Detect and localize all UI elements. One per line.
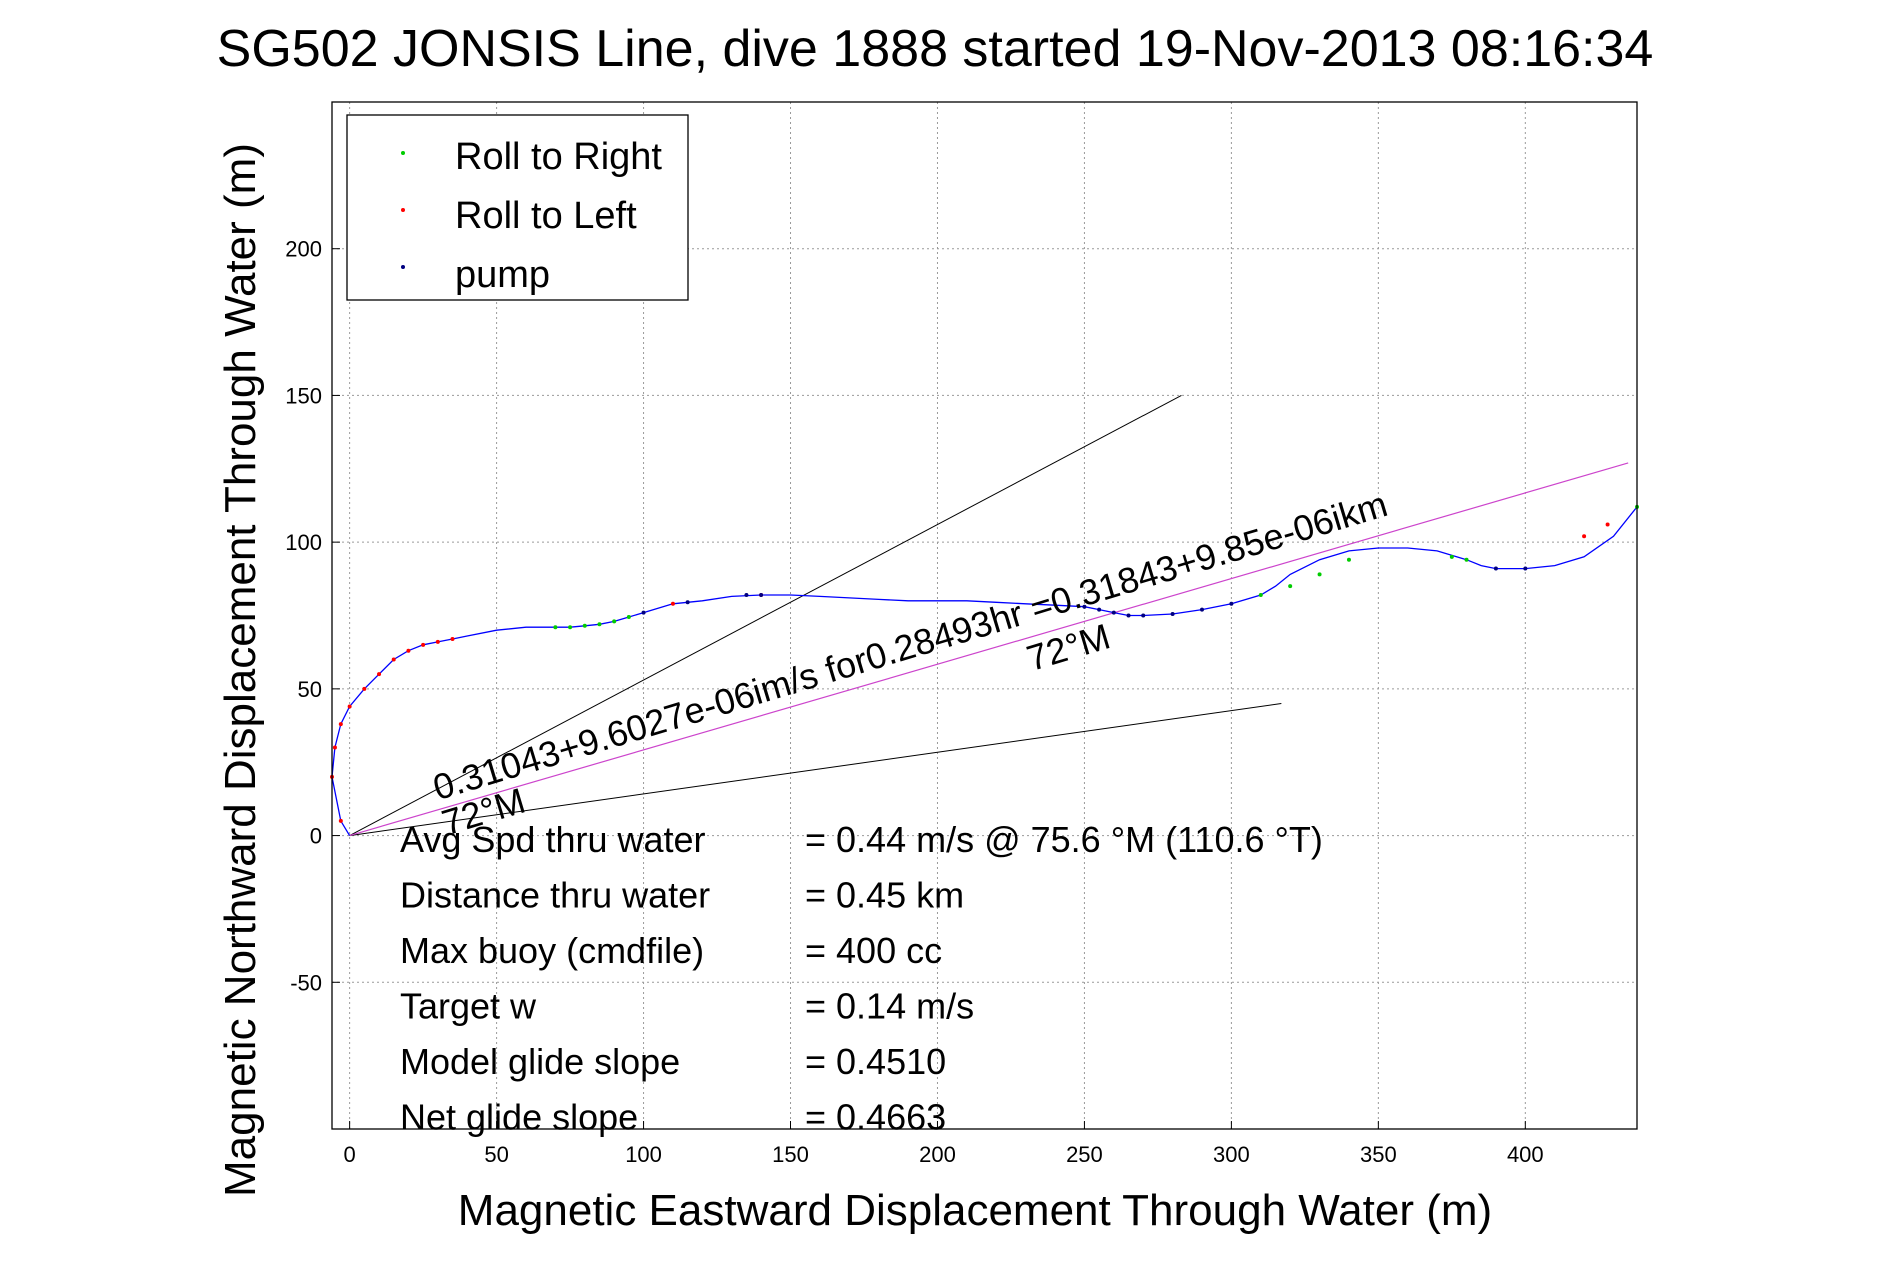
- y-tick-label: -50: [290, 970, 322, 995]
- fit-line-group: [349, 462, 1629, 837]
- x-tick-label: 50: [484, 1142, 508, 1167]
- roll-left-point: [406, 648, 411, 653]
- marker-points: [330, 504, 1639, 823]
- roll-left-point: [450, 636, 455, 641]
- stat-value: = 0.4510: [805, 1041, 946, 1082]
- stat-label: Net glide slope: [400, 1097, 638, 1138]
- x-tick-label: 0: [344, 1142, 356, 1167]
- roll-right-point: [1464, 557, 1469, 562]
- dive-stats: Avg Spd thru water = 0.44 m/s @ 75.6 °M (…: [400, 819, 1323, 1138]
- pump-point: [1097, 607, 1102, 612]
- y-tick-labels: -50 0 50 100 150 200: [285, 237, 322, 996]
- x-tick-label: 400: [1507, 1142, 1544, 1167]
- roll-left-point: [362, 686, 367, 691]
- pump-point: [759, 592, 764, 597]
- legend-box: [346, 114, 689, 301]
- heading-wedge-lines: [349, 394, 1282, 837]
- stat-value: = 0.4663: [805, 1097, 946, 1138]
- pump-point: [1126, 613, 1131, 618]
- pump-point: [744, 592, 749, 597]
- wedge-line: [349, 394, 1182, 837]
- roll-right-point: [1288, 584, 1293, 589]
- legend-label-pump: pump: [455, 254, 550, 296]
- y-axis-label: Magnetic Northward Displacement Through …: [216, 143, 265, 1197]
- stat-value: = 400 cc: [805, 930, 942, 971]
- y-tick-label: 0: [310, 824, 322, 849]
- roll-left-point: [421, 642, 426, 647]
- y-tick-label: 200: [285, 237, 322, 262]
- legend: Roll to Right Roll to Left pump: [346, 114, 689, 301]
- x-tick-labels: 0 50 100 150 200 250 300 350 400: [344, 1142, 1544, 1167]
- pump-point: [1111, 610, 1116, 615]
- legend-marker-pump: [401, 265, 405, 269]
- pump-point: [1200, 607, 1204, 612]
- stat-label: Avg Spd thru water: [400, 819, 706, 860]
- roll-right-point: [597, 622, 602, 627]
- roll-left-point: [670, 601, 675, 606]
- roll-left-point: [391, 657, 396, 662]
- roll-right-point: [553, 625, 558, 630]
- pump-point: [1493, 566, 1498, 571]
- pump-point: [641, 610, 646, 615]
- stat-value: = 0.44 m/s @ 75.6 °M (110.6 °T): [805, 819, 1323, 860]
- roll-right-point: [1258, 592, 1263, 597]
- roll-right-point: [1346, 557, 1351, 562]
- roll-right-point: [612, 619, 617, 624]
- fit-line: [349, 462, 1629, 837]
- roll-right-point: [568, 625, 573, 630]
- roll-left-point: [435, 639, 440, 644]
- stat-value: = 0.45 km: [805, 875, 964, 916]
- stat-label: Max buoy (cmdfile): [400, 930, 704, 971]
- x-tick-label: 100: [625, 1142, 662, 1167]
- x-tick-label: 350: [1360, 1142, 1397, 1167]
- x-axis-label: Magnetic Eastward Displacement Through W…: [458, 1186, 1492, 1235]
- axes-frame: [331, 101, 1638, 1130]
- roll-left-point: [347, 704, 352, 709]
- legend-marker-roll-left: [401, 208, 405, 212]
- stat-value: = 0.14 m/s: [805, 986, 974, 1027]
- roll-left-point: [377, 672, 382, 677]
- chart-title: SG502 JONSIS Line, dive 1888 started 19-…: [217, 20, 1654, 78]
- stat-label: Target w: [400, 986, 537, 1027]
- roll-left-point: [338, 818, 343, 823]
- legend-label-roll-right: Roll to Right: [455, 136, 662, 178]
- stat-label: Distance thru water: [400, 875, 710, 916]
- pump-point: [1523, 566, 1528, 571]
- x-tick-label: 200: [919, 1142, 956, 1167]
- x-tick-label: 250: [1066, 1142, 1103, 1167]
- roll-left-point: [338, 722, 343, 727]
- pump-point: [1170, 612, 1175, 617]
- y-tick-label: 150: [285, 383, 322, 408]
- roll-right-point: [1449, 554, 1454, 559]
- wedge-line: [349, 703, 1282, 837]
- pump-point: [1082, 604, 1087, 609]
- legend-label-roll-left: Roll to Left: [455, 195, 637, 237]
- stat-label: Model glide slope: [400, 1041, 680, 1082]
- roll-left-point: [332, 745, 337, 750]
- roll-right-point: [1317, 572, 1322, 577]
- pump-point: [1141, 613, 1146, 618]
- roll-right-point: [582, 623, 587, 628]
- y-tick-label: 100: [285, 530, 322, 555]
- roll-left-point: [1605, 522, 1610, 527]
- roll-right-point: [626, 614, 631, 619]
- legend-marker-roll-right: [401, 151, 405, 155]
- roll-left-point: [1582, 534, 1587, 539]
- pump-point: [1229, 601, 1234, 606]
- x-tick-label: 150: [772, 1142, 809, 1167]
- pump-point: [685, 600, 690, 605]
- x-tick-label: 300: [1213, 1142, 1250, 1167]
- y-tick-label: 50: [298, 677, 322, 702]
